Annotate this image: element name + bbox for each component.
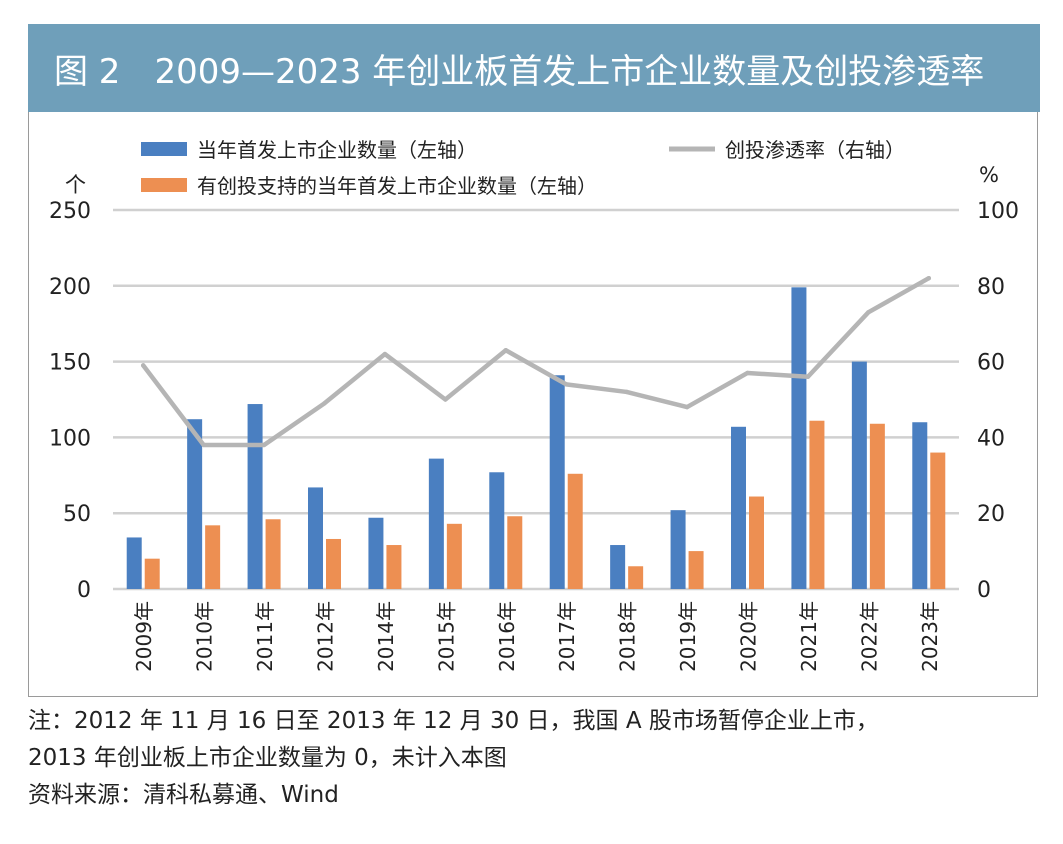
penetration-rate-point — [745, 370, 750, 376]
bar-total — [368, 517, 384, 589]
bar-vc-backed — [507, 516, 523, 589]
bar-vc-backed — [749, 496, 764, 589]
title-bar: 图 2 2009—2023 年创业板首发上市企业数量及创投渗透率 — [28, 24, 1040, 112]
y-left-tick-label: 50 — [63, 502, 91, 527]
bar-vc-backed — [628, 566, 644, 589]
source-line: 资料来源：清科私募通、Wind — [28, 782, 339, 808]
note-line-1: 注：2012 年 11 月 16 日至 2013 年 12 月 30 日，我国 … — [28, 708, 879, 734]
bar-vc-backed — [265, 519, 281, 589]
chart-frame: 0 50 100 150 200 250 0 20 40 60 80 100 个% 2009年 2010年 2… — [28, 112, 1038, 697]
y-left-unit: 个 — [65, 173, 86, 197]
penetration-rate-point — [261, 442, 267, 448]
penetration-rate-point — [382, 351, 388, 357]
bar-total — [851, 361, 867, 589]
bar-total — [670, 510, 686, 589]
y-right-tick-label: 0 — [977, 578, 991, 603]
penetration-rate-point — [684, 404, 690, 410]
penetration-rate-point — [866, 310, 871, 315]
bar-vc-backed — [567, 473, 583, 589]
penetration-rate-point — [141, 363, 146, 368]
bar-vc-backed — [688, 551, 704, 589]
x-tick-label: 2021年 — [797, 601, 821, 672]
x-tick-label: 2015年 — [434, 601, 458, 672]
bar-vc-backed — [326, 538, 341, 589]
chart-title: 图 2 2009—2023 年创业板首发上市企业数量及创投渗透率 — [54, 52, 985, 92]
legend-label: 有创投支持的当年首发上市企业数量（左轴） — [197, 174, 597, 198]
penetration-rate-point — [503, 348, 508, 353]
bar-vc-backed — [446, 523, 462, 589]
penetration-rate-point — [805, 374, 811, 379]
penetration-rate-point — [322, 401, 327, 406]
bar-total — [912, 422, 928, 589]
penetration-rate-point — [443, 397, 448, 402]
legend-label: 当年首发上市企业数量（左轴） — [197, 138, 477, 162]
x-tick-label: 2011年 — [253, 601, 277, 672]
penetration-rate-point — [201, 442, 206, 448]
x-tick-label: 2023年 — [918, 601, 942, 672]
legend-label: 创投渗透率（右轴） — [725, 138, 905, 162]
y-right-tick-label: 60 — [977, 351, 1005, 376]
notes: 注：2012 年 11 月 16 日至 2013 年 12 月 30 日，我国 … — [28, 703, 1048, 814]
bar-vc-backed — [205, 525, 221, 589]
x-tick-label: 2016年 — [495, 601, 519, 672]
bar-total — [428, 458, 444, 589]
bar-total — [308, 487, 323, 589]
x-tick-label: 2018年 — [616, 601, 640, 672]
y-left-tick-label: 150 — [49, 351, 91, 376]
y-left-tick-label: 250 — [49, 199, 91, 224]
bar-total — [187, 419, 203, 589]
penetration-rate-point — [624, 389, 629, 395]
note-line-2: 2013 年创业板上市企业数量为 0，未计入本图 — [28, 745, 507, 771]
y-right-unit: % — [979, 163, 999, 187]
x-tick-label: 2009年 — [132, 601, 156, 672]
legend-swatch — [141, 142, 187, 156]
bar-vc-backed — [386, 545, 402, 589]
bar-vc-backed — [144, 558, 160, 589]
x-tick-label: 2014年 — [374, 601, 398, 672]
y-left-tick-label: 100 — [49, 426, 91, 451]
bar-total — [791, 287, 807, 589]
x-tick-label: 2012年 — [314, 601, 338, 672]
penetration-rate-point — [564, 382, 569, 387]
x-tick-label: 2010年 — [193, 601, 217, 672]
legend-swatch — [141, 178, 187, 192]
penetration-rate-point — [926, 276, 931, 281]
bar-total — [549, 375, 565, 589]
x-tick-label: 2022年 — [857, 601, 881, 672]
chart-svg: 0 50 100 150 200 250 0 20 40 60 80 100 个 % 2009年 2010年 2… — [49, 138, 1019, 672]
y-left-tick-label: 0 — [77, 578, 91, 603]
bar-total — [610, 545, 626, 589]
penetration-rate-line — [140, 275, 932, 448]
bar-vc-backed — [930, 452, 946, 589]
bar-vc-backed — [869, 423, 885, 589]
y-right-tick-label: 80 — [977, 275, 1005, 300]
bar-total — [731, 426, 746, 589]
x-tick-label: 2019年 — [676, 601, 700, 672]
bar-vc-backed — [809, 420, 825, 589]
bar-total — [489, 472, 505, 589]
y-right-tick-label: 100 — [977, 199, 1019, 224]
bar-total — [247, 404, 263, 589]
bar-total — [126, 537, 142, 589]
y-right-tick-label: 20 — [977, 502, 1005, 527]
y-left-tick-label: 200 — [49, 275, 91, 300]
x-tick-label: 2017年 — [555, 601, 579, 672]
x-tick-label: 2020年 — [737, 601, 761, 672]
y-right-tick-label: 40 — [977, 426, 1005, 451]
